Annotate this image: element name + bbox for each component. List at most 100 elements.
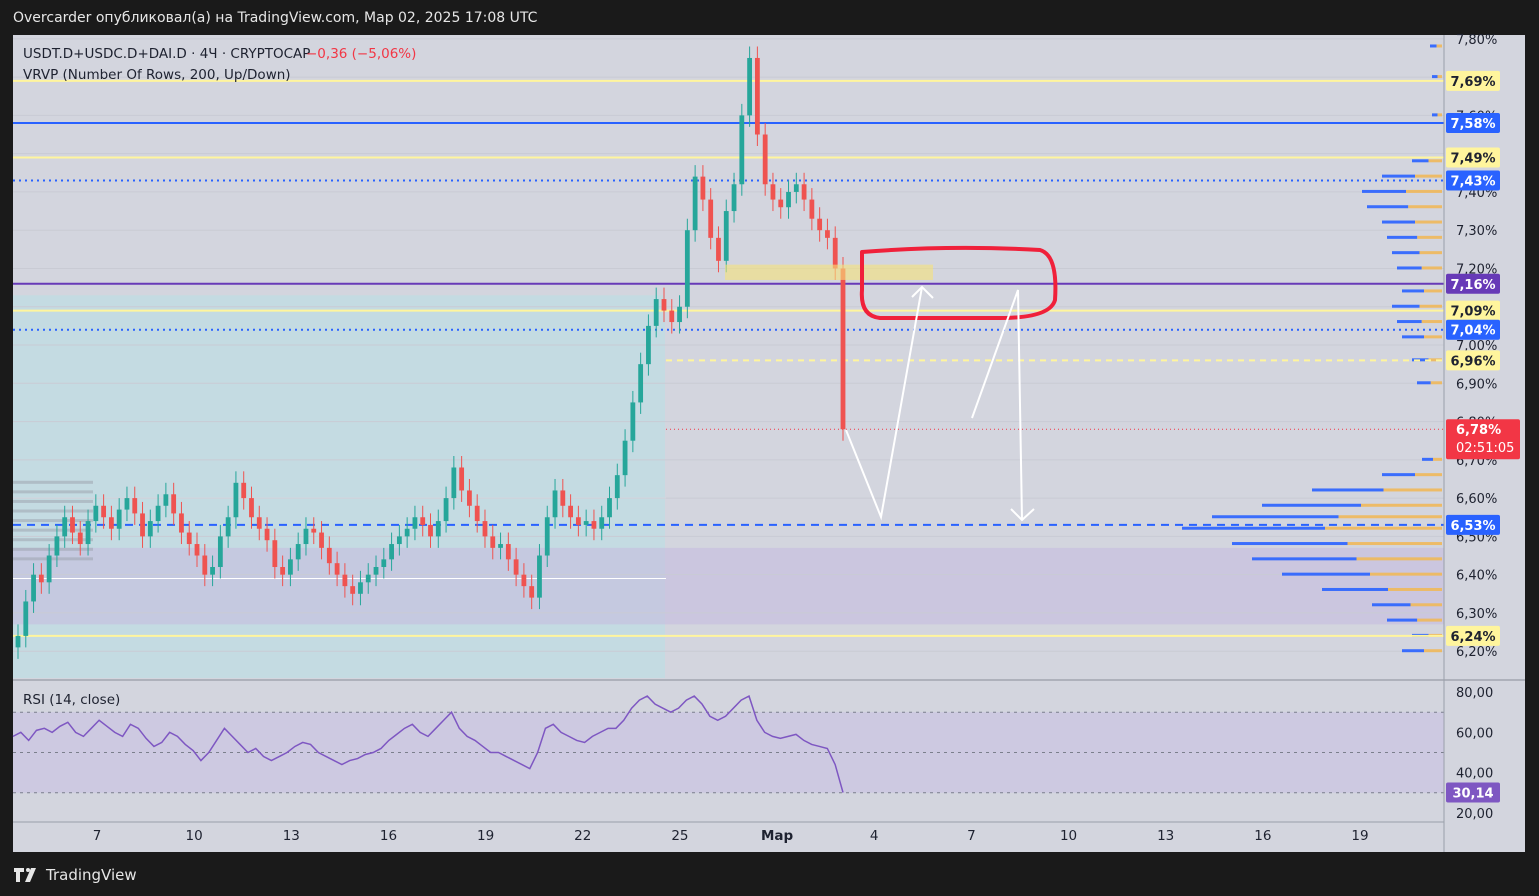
- candle[interactable]: [521, 574, 527, 587]
- candle[interactable]: [404, 528, 410, 537]
- candle[interactable]: [591, 521, 597, 529]
- candle[interactable]: [396, 536, 402, 545]
- candle[interactable]: [62, 517, 68, 537]
- candle[interactable]: [739, 115, 745, 185]
- candle[interactable]: [319, 532, 324, 548]
- candle[interactable]: [217, 536, 223, 568]
- candle[interactable]: [241, 482, 247, 499]
- candle[interactable]: [482, 521, 488, 537]
- candle[interactable]: [54, 536, 60, 556]
- candle[interactable]: [840, 268, 846, 430]
- candle[interactable]: [747, 57, 753, 116]
- candle[interactable]: [708, 199, 714, 238]
- candle[interactable]: [124, 498, 130, 510]
- candle[interactable]: [202, 555, 208, 575]
- candle[interactable]: [350, 586, 356, 594]
- legend-vrvp[interactable]: VRVP (Number Of Rows, 200, Up/Down): [23, 67, 291, 83]
- candle[interactable]: [280, 567, 286, 575]
- candle[interactable]: [132, 498, 138, 514]
- tradingview-logo[interactable]: TradingView: [14, 866, 137, 884]
- candle[interactable]: [140, 513, 145, 537]
- candle[interactable]: [832, 237, 838, 269]
- candle[interactable]: [801, 184, 807, 200]
- candle[interactable]: [264, 528, 270, 541]
- candle[interactable]: [311, 528, 317, 533]
- candle[interactable]: [171, 494, 177, 514]
- candle[interactable]: [505, 544, 511, 560]
- candle[interactable]: [451, 467, 457, 499]
- candle[interactable]: [15, 635, 21, 648]
- candle[interactable]: [723, 211, 729, 261]
- arrow-path-1[interactable]: [845, 286, 923, 521]
- candle[interactable]: [108, 517, 114, 529]
- candle[interactable]: [622, 440, 628, 476]
- candle[interactable]: [793, 184, 799, 192]
- candle[interactable]: [365, 574, 371, 583]
- candle[interactable]: [498, 544, 503, 548]
- rsi-line[interactable]: [12, 695, 844, 793]
- candle[interactable]: [529, 586, 535, 598]
- candle[interactable]: [334, 563, 340, 575]
- supply-zone[interactable]: [725, 264, 933, 280]
- candle[interactable]: [93, 505, 99, 522]
- arrow-path-2[interactable]: [971, 289, 1023, 521]
- candle[interactable]: [614, 475, 620, 499]
- candle[interactable]: [661, 299, 667, 311]
- candle[interactable]: [630, 402, 636, 441]
- candle[interactable]: [233, 482, 239, 518]
- candle[interactable]: [116, 509, 122, 529]
- candle[interactable]: [537, 555, 542, 598]
- candle[interactable]: [303, 528, 309, 545]
- candle[interactable]: [817, 218, 823, 231]
- candle[interactable]: [288, 559, 293, 575]
- candle[interactable]: [459, 467, 465, 491]
- candle[interactable]: [646, 325, 651, 365]
- candle[interactable]: [731, 184, 737, 212]
- candle[interactable]: [420, 517, 426, 525]
- candle[interactable]: [513, 559, 519, 575]
- candle[interactable]: [70, 517, 75, 533]
- candle[interactable]: [77, 532, 83, 545]
- candle[interactable]: [179, 513, 184, 533]
- candle[interactable]: [101, 505, 107, 518]
- candle[interactable]: [778, 199, 784, 208]
- candle[interactable]: [825, 230, 830, 238]
- legend-symbol[interactable]: USDT.D+USDC.D+DAI.D · 4Ч · CRYPTOCAP: [23, 46, 310, 62]
- candle[interactable]: [809, 199, 815, 219]
- candle[interactable]: [583, 521, 589, 525]
- candle[interactable]: [225, 517, 231, 537]
- candle[interactable]: [653, 299, 659, 326]
- candle[interactable]: [716, 237, 721, 261]
- candle[interactable]: [474, 505, 480, 522]
- candle[interactable]: [46, 555, 52, 583]
- candle[interactable]: [381, 559, 387, 568]
- candle[interactable]: [342, 574, 348, 587]
- candle[interactable]: [435, 521, 441, 537]
- candle[interactable]: [85, 521, 91, 545]
- candle[interactable]: [389, 544, 394, 560]
- candle[interactable]: [544, 517, 550, 556]
- candle[interactable]: [669, 310, 675, 323]
- candle[interactable]: [163, 494, 169, 506]
- candle[interactable]: [684, 230, 690, 307]
- candle[interactable]: [575, 517, 581, 525]
- candle[interactable]: [560, 490, 566, 506]
- candle[interactable]: [155, 505, 161, 522]
- candle[interactable]: [373, 567, 379, 575]
- candle[interactable]: [762, 134, 768, 185]
- candle[interactable]: [700, 176, 706, 200]
- candle[interactable]: [599, 517, 605, 529]
- candle[interactable]: [770, 184, 776, 200]
- candle[interactable]: [186, 532, 192, 545]
- candle[interactable]: [38, 574, 44, 583]
- candle[interactable]: [295, 544, 301, 560]
- candle[interactable]: [194, 544, 200, 556]
- candle[interactable]: [490, 536, 496, 548]
- candle[interactable]: [638, 364, 644, 403]
- candle[interactable]: [249, 498, 254, 518]
- candle[interactable]: [552, 490, 558, 518]
- candle[interactable]: [256, 517, 262, 529]
- candle[interactable]: [428, 524, 433, 537]
- candle[interactable]: [31, 574, 36, 602]
